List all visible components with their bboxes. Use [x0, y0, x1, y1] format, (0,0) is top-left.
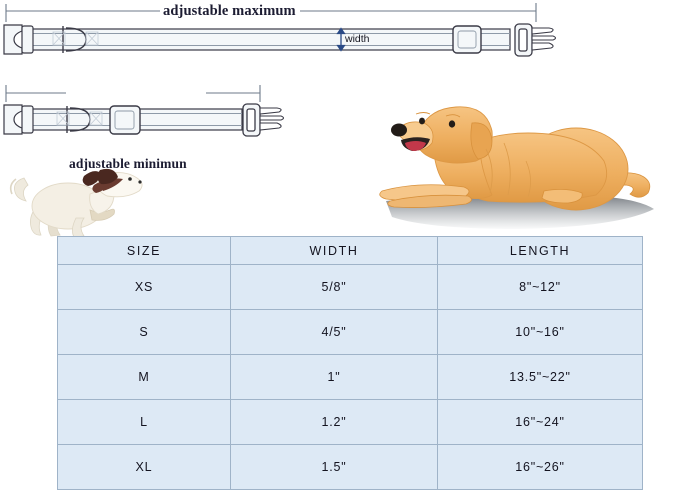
cell-size: L	[57, 399, 231, 445]
collar-diagram-maximum: adjustable maximum width	[0, 0, 560, 72]
width-dimension-label: width	[345, 33, 370, 45]
size-chart-table: SIZE WIDTH LENGTH XS 5/8" 8"~12" S 4/5" …	[57, 236, 643, 490]
collar-maximum-svg	[3, 3, 557, 57]
cell-width: 1.5"	[230, 444, 438, 490]
cell-length: 13.5"~22"	[437, 354, 643, 400]
table-row: XS 5/8" 8"~12"	[57, 264, 643, 310]
cell-width: 4/5"	[230, 309, 438, 355]
cell-size: S	[57, 309, 231, 355]
column-header-length: LENGTH	[437, 236, 643, 265]
table-row: S 4/5" 10"~16"	[57, 309, 643, 355]
table-row: M 1" 13.5"~22"	[57, 354, 643, 400]
column-header-size: SIZE	[57, 236, 231, 265]
collar-minimum-svg	[3, 85, 285, 137]
lying-golden-retriever-illustration	[368, 97, 668, 237]
cell-width: 1"	[230, 354, 438, 400]
running-dog-svg	[9, 168, 143, 238]
cell-size: M	[57, 354, 231, 400]
cell-length: 10"~16"	[437, 309, 643, 355]
diagram-area: adjustable maximum width	[0, 0, 679, 238]
adjustable-maximum-caption: adjustable maximum	[163, 3, 296, 19]
column-header-width: WIDTH	[230, 236, 438, 265]
cell-size: XS	[57, 264, 231, 310]
lying-dog-svg	[379, 106, 654, 229]
adjustable-minimum-caption: adjustable minimun	[69, 156, 187, 171]
cell-width: 5/8"	[230, 264, 438, 310]
cell-size: XL	[57, 444, 231, 490]
table-row: L 1.2" 16"~24"	[57, 399, 643, 445]
running-dog-illustration	[6, 158, 151, 240]
collar-diagram-minimum: adjustable minimun	[0, 76, 330, 171]
cell-length: 16"~24"	[437, 399, 643, 445]
table-row: XL 1.5" 16"~26"	[57, 444, 643, 490]
table-header-row: SIZE WIDTH LENGTH	[57, 236, 643, 265]
cell-width: 1.2"	[230, 399, 438, 445]
cell-length: 8"~12"	[437, 264, 643, 310]
cell-length: 16"~26"	[437, 444, 643, 490]
